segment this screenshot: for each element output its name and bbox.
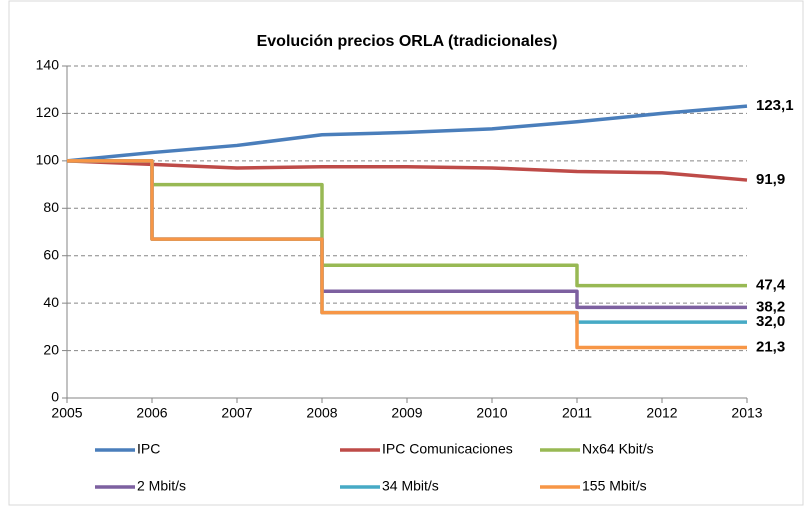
chart-title: Evolución precios ORLA (tradicionales) bbox=[257, 33, 558, 50]
y-tick-label: 80 bbox=[43, 199, 59, 215]
legend-label: 2 Mbit/s bbox=[137, 478, 186, 494]
legend-label: IPC Comunicaciones bbox=[382, 441, 513, 457]
y-tick-label: 40 bbox=[43, 294, 59, 310]
data-label: 123,1 bbox=[756, 97, 794, 114]
data-label: 21,3 bbox=[756, 338, 785, 355]
data-label: 32,0 bbox=[756, 313, 785, 330]
x-tick-label: 2010 bbox=[476, 405, 507, 421]
legend-label: IPC bbox=[137, 441, 160, 457]
data-label: 91,9 bbox=[756, 171, 785, 188]
x-tick-label: 2011 bbox=[562, 405, 592, 421]
y-tick-label: 120 bbox=[36, 104, 60, 120]
x-tick-label: 2012 bbox=[646, 405, 677, 421]
x-tick-label: 2007 bbox=[221, 405, 252, 421]
y-tick-label: 20 bbox=[43, 341, 59, 357]
legend-label: 34 Mbit/s bbox=[382, 478, 439, 494]
x-tick-label: 2006 bbox=[136, 405, 167, 421]
y-tick-label: 100 bbox=[36, 152, 60, 168]
legend-label: 155 Mbit/s bbox=[582, 478, 647, 494]
y-tick-label: 60 bbox=[43, 246, 59, 262]
x-tick-label: 2013 bbox=[731, 405, 762, 421]
series-line bbox=[66, 159, 748, 182]
series-line bbox=[66, 104, 748, 163]
legend-label: Nx64 Kbit/s bbox=[582, 441, 654, 457]
data-label: 38,2 bbox=[756, 298, 785, 315]
y-tick-label: 0 bbox=[51, 389, 59, 405]
y-tick-label: 140 bbox=[36, 57, 60, 73]
x-tick-label: 2009 bbox=[391, 405, 422, 421]
chart-frame bbox=[8, 0, 804, 506]
series-line bbox=[67, 159, 747, 350]
x-tick-label: 2008 bbox=[306, 405, 337, 421]
x-tick-label: 2005 bbox=[51, 405, 82, 421]
data-label: 47,4 bbox=[756, 277, 786, 294]
